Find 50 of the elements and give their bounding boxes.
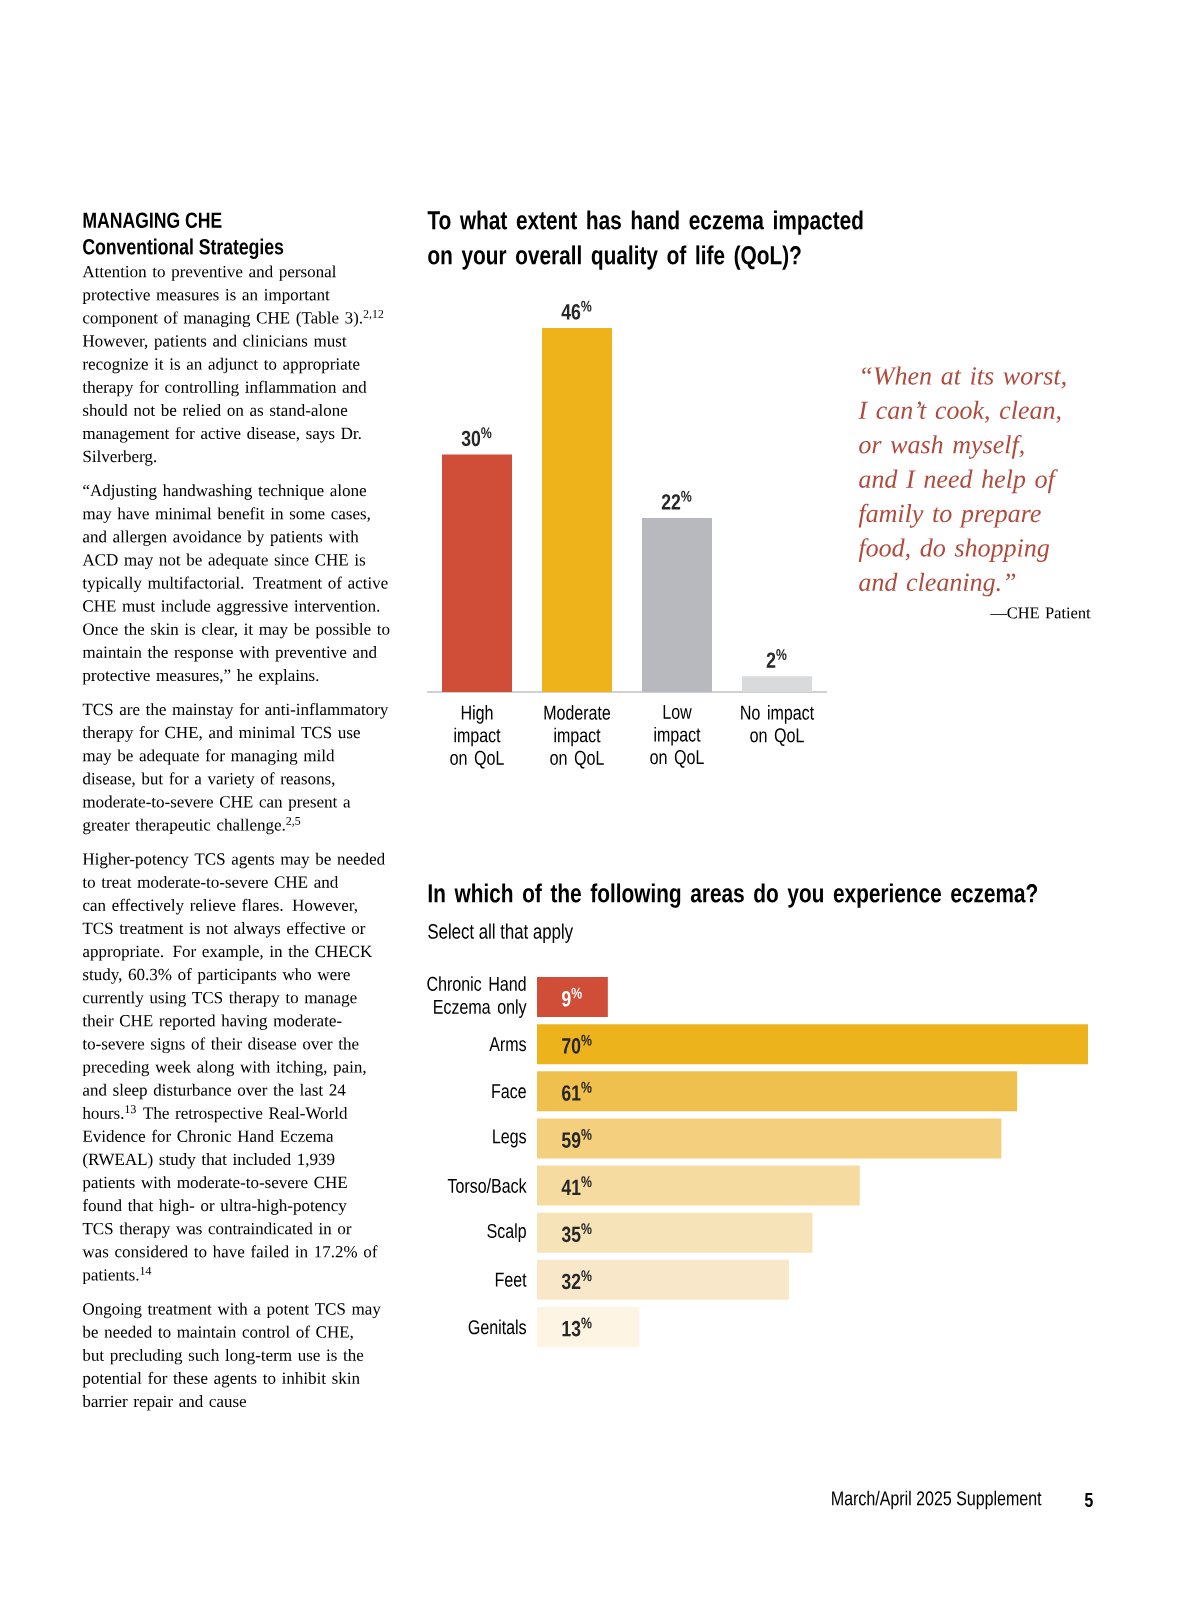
data-label: 9$^{%}$ xyxy=(562,987,582,1007)
text: Conventional Strategies xyxy=(83,238,284,260)
data-label: 41$^{%}$ xyxy=(561,1176,592,1195)
text: MANAGING CHE xyxy=(83,212,222,228)
data-label: 13$^{%}$ xyxy=(562,1317,592,1337)
bar xyxy=(537,977,608,1018)
bar xyxy=(542,328,612,693)
bar xyxy=(537,1024,1089,1065)
y-tick-label: Scalp xyxy=(487,1223,526,1242)
data-label: 30$^{%}$ xyxy=(461,427,492,447)
y-tick-label: Chronic Hand Eczema only xyxy=(427,976,527,1018)
text: —CHE Patient xyxy=(990,607,1091,619)
data-label: 22$^{%}$ xyxy=(661,490,692,510)
chart-title: In which of the following areas do you experience eczema? xyxy=(428,883,1038,908)
y-tick-label: Torso/Back xyxy=(447,1178,527,1193)
y-tick-label: Face xyxy=(492,1084,526,1099)
data-label: 32$^{%}$ xyxy=(561,1270,592,1290)
y-tick-label: Feet xyxy=(495,1272,527,1287)
data-label: 46$^{%}$ xyxy=(561,300,592,320)
bar xyxy=(537,1212,813,1253)
bar xyxy=(642,517,713,693)
data-label: 59$^{%}$ xyxy=(561,1129,592,1148)
text: “When at its worst, I can’t cook, clean, or wash myself, and I need help of family to prepare food, do shopping and cleaning.” xyxy=(858,366,1066,597)
data-label: 35$^{%}$ xyxy=(561,1223,592,1243)
text: Attention to preventive and personal protective measures is an important component of managing CHE (Table 3).$^{2,12}$ However, patients and clinicians must recognize it is an adjunct to appropriate therapy for controlling inflammation and should not be relied on as stand-alone management for active disease, says Dr. Silverberg. xyxy=(82,265,384,466)
text: March/April 2025 Supplement xyxy=(832,1490,1042,1510)
data-label: 70$^{%}$ xyxy=(562,1034,592,1054)
text: 5 xyxy=(1084,1493,1093,1507)
text: Ongoing treatment with a potent TCS may be needed to maintain control of CHE, but precluding such long-term use is the potential for these agents to inhibit skin barrier repair and cause xyxy=(82,1302,381,1411)
bar xyxy=(537,1306,640,1347)
data-label: 61$^{%}$ xyxy=(562,1081,592,1101)
bar xyxy=(537,1259,789,1300)
text: Higher-potency TCS agents may be needed to treat moderate-to-severe CHE and can effectively relieve flares. However, TCS treatment is not always effective or appropriate. For example, in the CHECK study, 60.3% of participants who were currently using TCS therapy to manage their CHE reported having moderate-to-severe signs of their disease over the preceding week along with itching, pain, and sleep disturbance over the last 24 hours.$^{13}$ The retrospective Real-World Evidence for Chronic Hand Eczema (RWEAL) study that included 1,939 patients with moderate-to-severe CHE found that high- or ultra-high-potency TCS therapy was contraindicated in or was considered to have failed in 17.2% of patients.$^{14}$ xyxy=(82,852,385,1285)
data-label: 2$^{%}$ xyxy=(766,649,787,668)
chart-title: To what extent has hand eczema impacted on your overall quality of life (QoL)? xyxy=(427,210,863,270)
text: “Adjusting handwashing technique alone may have minimal benefit in some cases, and allergen avoidance by patients with ACD may not be adequate since CHE is typically multifactorial. Treatment of active CHE must include aggressive intervention. Once the skin is clear, it may be possible to maintain the response with preventive and protective measures,” he explains. xyxy=(82,484,390,685)
bar xyxy=(537,1165,860,1206)
text: TCS are the mainstay for anti-inflammatory therapy for CHE, and minimal TCS use may be adequate for managing mild disease, but for a variety of reasons, moderate-to-severe CHE can present a greater therapeutic challenge.$^{2,5}$ xyxy=(82,703,389,835)
y-tick-label: Arms xyxy=(489,1037,527,1052)
x-tick-label: No impact on QoL xyxy=(741,705,814,746)
y-tick-label: Legs xyxy=(493,1129,527,1148)
x-tick-label: Moderate impact on QoL xyxy=(544,705,611,769)
bar xyxy=(742,676,813,693)
x-tick-label: Low impact on QoL xyxy=(650,705,704,768)
chart-subtitle: Select all that apply xyxy=(428,923,574,943)
bar xyxy=(442,454,513,693)
bar xyxy=(537,1118,1002,1159)
bar xyxy=(537,1071,1018,1112)
x-tick-label: High impact on QoL xyxy=(450,705,504,769)
y-tick-label: Genitals xyxy=(468,1319,527,1335)
